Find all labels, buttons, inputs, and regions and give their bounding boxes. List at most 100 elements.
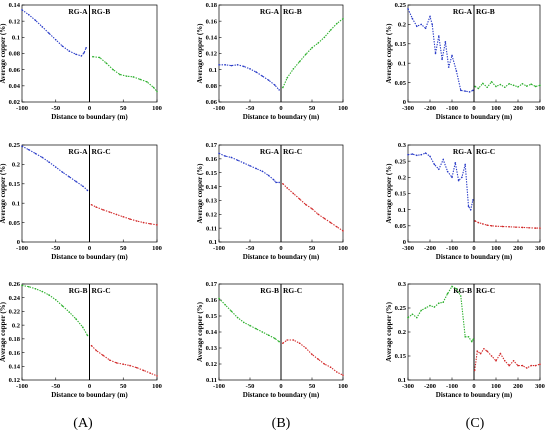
data-point [468, 91, 471, 93]
data-point [298, 198, 301, 200]
region-label-left: RG-A [68, 147, 88, 156]
data-point [85, 47, 87, 49]
data-point [34, 19, 37, 22]
data-point [433, 306, 436, 308]
data-point [455, 288, 458, 290]
data-point [431, 23, 434, 26]
data-point [122, 215, 125, 218]
y-tick-label: 0.04 [9, 83, 21, 90]
chart-panel: 0.12 0.14 0.16 0.18 0.2 0.22 0.24 0.26 -100 -50 0 5… [0, 281, 162, 399]
region-label-right: RG-C [92, 147, 111, 156]
chart-panel: 0.1 0.11 0.12 0.13 0.14 0.15 0.16 0.17 -100 -50 0 5… [196, 142, 348, 261]
data-point [473, 369, 476, 372]
data-point [420, 309, 423, 312]
y-tick-label: 0 [17, 239, 20, 246]
data-point [102, 354, 104, 357]
data-point [282, 342, 284, 345]
region-label-left: RG-B [69, 286, 88, 295]
x-tick-label: -100 [446, 245, 458, 252]
y-tick-label: 0.2 [12, 322, 20, 329]
x-tick-label: -200 [424, 245, 436, 252]
y-tick-label: 0.26 [9, 281, 21, 288]
y-tick-label: 0.1 [398, 60, 406, 67]
y-tick-label: 0.13 [206, 345, 218, 352]
x-axis-label: Distance to boundary (m) [436, 391, 513, 399]
data-point [115, 362, 118, 364]
y-tick-label: 0.2 [398, 175, 406, 182]
y-tick-label: 0.18 [9, 336, 21, 343]
data-point [429, 155, 431, 158]
y-tick-label: 0.16 [9, 350, 21, 357]
data-point [442, 301, 445, 304]
region-label-right: RG-C [476, 286, 495, 295]
series-line-right [282, 18, 344, 88]
y-tick-label: 0.14 [9, 2, 21, 9]
data-point [416, 316, 418, 319]
data-point [464, 90, 467, 92]
x-tick-label: 100 [338, 245, 348, 252]
data-point [272, 178, 275, 181]
data-point [95, 349, 98, 352]
data-point [112, 68, 114, 71]
x-axis-label: Distance to boundary (m) [436, 113, 513, 121]
data-point [486, 350, 489, 353]
y-tick-label: 0.16 [206, 156, 218, 163]
data-point [467, 205, 470, 208]
y-axis-label: Average copper (%) [385, 301, 393, 362]
data-point [501, 225, 504, 228]
y-tick-label: 0.17 [206, 142, 218, 149]
data-point [218, 297, 220, 300]
data-point [528, 226, 530, 229]
y-tick-label: 0.22 [9, 309, 20, 316]
data-point [129, 364, 131, 367]
data-point [98, 56, 101, 59]
data-point [146, 80, 148, 83]
data-point [34, 152, 37, 155]
x-axis-label: Distance to boundary (m) [243, 113, 320, 121]
data-point [21, 9, 23, 11]
data-point [92, 55, 94, 58]
y-tick-label: 0.1 [12, 35, 20, 42]
data-point [438, 35, 440, 37]
data-point [407, 316, 409, 319]
data-point [236, 64, 239, 66]
data-point [530, 364, 532, 367]
data-point [132, 76, 135, 78]
y-axis-label: Average copper (%) [196, 301, 204, 362]
series-line-left [407, 152, 474, 212]
data-point [286, 339, 289, 341]
y-tick-label: 0.12 [206, 211, 217, 218]
x-axis-label: Distance to boundary (m) [436, 253, 513, 261]
data-point [424, 27, 427, 30]
y-tick-label: 0.14 [206, 184, 218, 191]
data-point [81, 326, 84, 329]
data-point [292, 339, 295, 341]
data-point [517, 86, 519, 88]
data-point [243, 162, 245, 164]
data-point [472, 338, 475, 341]
y-tick-label: 0.08 [9, 51, 21, 58]
data-point [471, 340, 473, 343]
y-tick-label: 0.16 [206, 18, 218, 25]
data-point [444, 41, 447, 43]
y-tick-label: 0.11 [206, 377, 217, 384]
data-point [434, 52, 437, 55]
data-point [336, 225, 338, 228]
data-point [336, 22, 338, 25]
data-point [472, 199, 474, 201]
data-point [429, 15, 431, 18]
y-axis-label: Average copper (%) [196, 163, 204, 224]
y-tick-label: 0.25 [9, 142, 21, 149]
data-point [54, 298, 57, 301]
data-point [526, 85, 528, 87]
data-point [420, 23, 423, 26]
data-point [534, 85, 537, 88]
y-axis-label: Average copper (%) [385, 23, 393, 84]
data-point [48, 294, 50, 296]
data-point [329, 29, 332, 31]
data-point [108, 359, 111, 361]
data-point [278, 340, 280, 343]
y-tick-label: 0.15 [395, 41, 407, 48]
data-point [504, 86, 506, 89]
y-tick-label: 0.1 [398, 377, 406, 384]
